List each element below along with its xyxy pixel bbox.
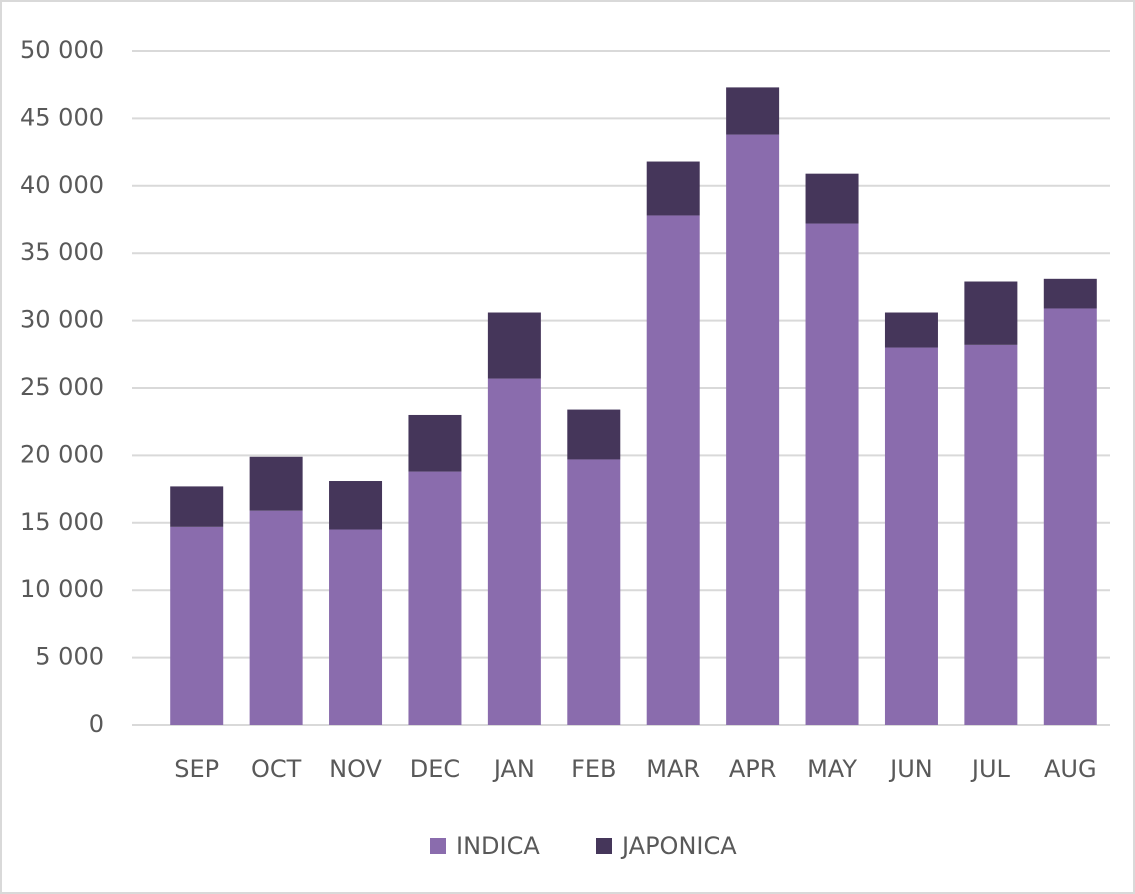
bar-segment — [726, 87, 780, 135]
y-tick-label: 20 000 — [20, 440, 104, 468]
bar-segment — [170, 526, 224, 725]
legend-label: INDICA — [456, 832, 540, 860]
y-tick-label: 45 000 — [20, 103, 104, 131]
bar-segment — [1043, 308, 1097, 725]
bar-segment — [805, 223, 859, 725]
x-tick-label: JAN — [492, 755, 535, 783]
bar-segment — [646, 215, 700, 725]
legend-swatch — [430, 838, 446, 854]
y-tick-label: 0 — [89, 710, 104, 738]
bar-segment — [567, 459, 621, 725]
x-tick-label: JUL — [970, 755, 1011, 783]
x-tick-label: APR — [729, 755, 777, 783]
bar-segment — [884, 312, 938, 348]
x-tick-label: DEC — [410, 755, 460, 783]
y-tick-label: 50 000 — [20, 36, 104, 64]
bar-segment — [408, 414, 462, 472]
bar-segment — [170, 486, 224, 527]
bar-segment — [329, 481, 383, 530]
legend-label: JAPONICA — [620, 832, 737, 860]
bar-segment — [805, 173, 859, 224]
bar-segment — [329, 529, 383, 725]
y-tick-label: 25 000 — [20, 373, 104, 401]
bar-segment — [964, 344, 1018, 725]
bar-segment — [726, 134, 780, 726]
y-tick-label: 40 000 — [20, 171, 104, 199]
bar-segment — [1043, 278, 1097, 309]
x-tick-label: FEB — [571, 755, 616, 783]
x-tick-label: MAY — [807, 755, 857, 783]
y-tick-label: 35 000 — [20, 238, 104, 266]
bar-segment — [249, 510, 303, 725]
x-tick-label: NOV — [329, 755, 382, 783]
bar-segment — [487, 312, 541, 379]
x-tick-label: JUN — [888, 755, 933, 783]
y-tick-label: 5 000 — [35, 643, 104, 671]
bar-segment — [408, 471, 462, 725]
y-tick-label: 30 000 — [20, 306, 104, 334]
bar-segment — [646, 161, 700, 216]
bar-segment — [487, 378, 541, 725]
bar-segment — [249, 456, 303, 511]
x-tick-label: MAR — [646, 755, 700, 783]
x-tick-label: AUG — [1044, 755, 1097, 783]
x-tick-label: OCT — [251, 755, 302, 783]
y-tick-label: 15 000 — [20, 508, 104, 536]
legend-swatch — [596, 838, 612, 854]
bar-segment — [884, 347, 938, 725]
x-tick-label: SEP — [174, 755, 219, 783]
y-tick-label: 10 000 — [20, 575, 104, 603]
bar-segment — [964, 281, 1018, 345]
bar-segment — [567, 409, 621, 460]
